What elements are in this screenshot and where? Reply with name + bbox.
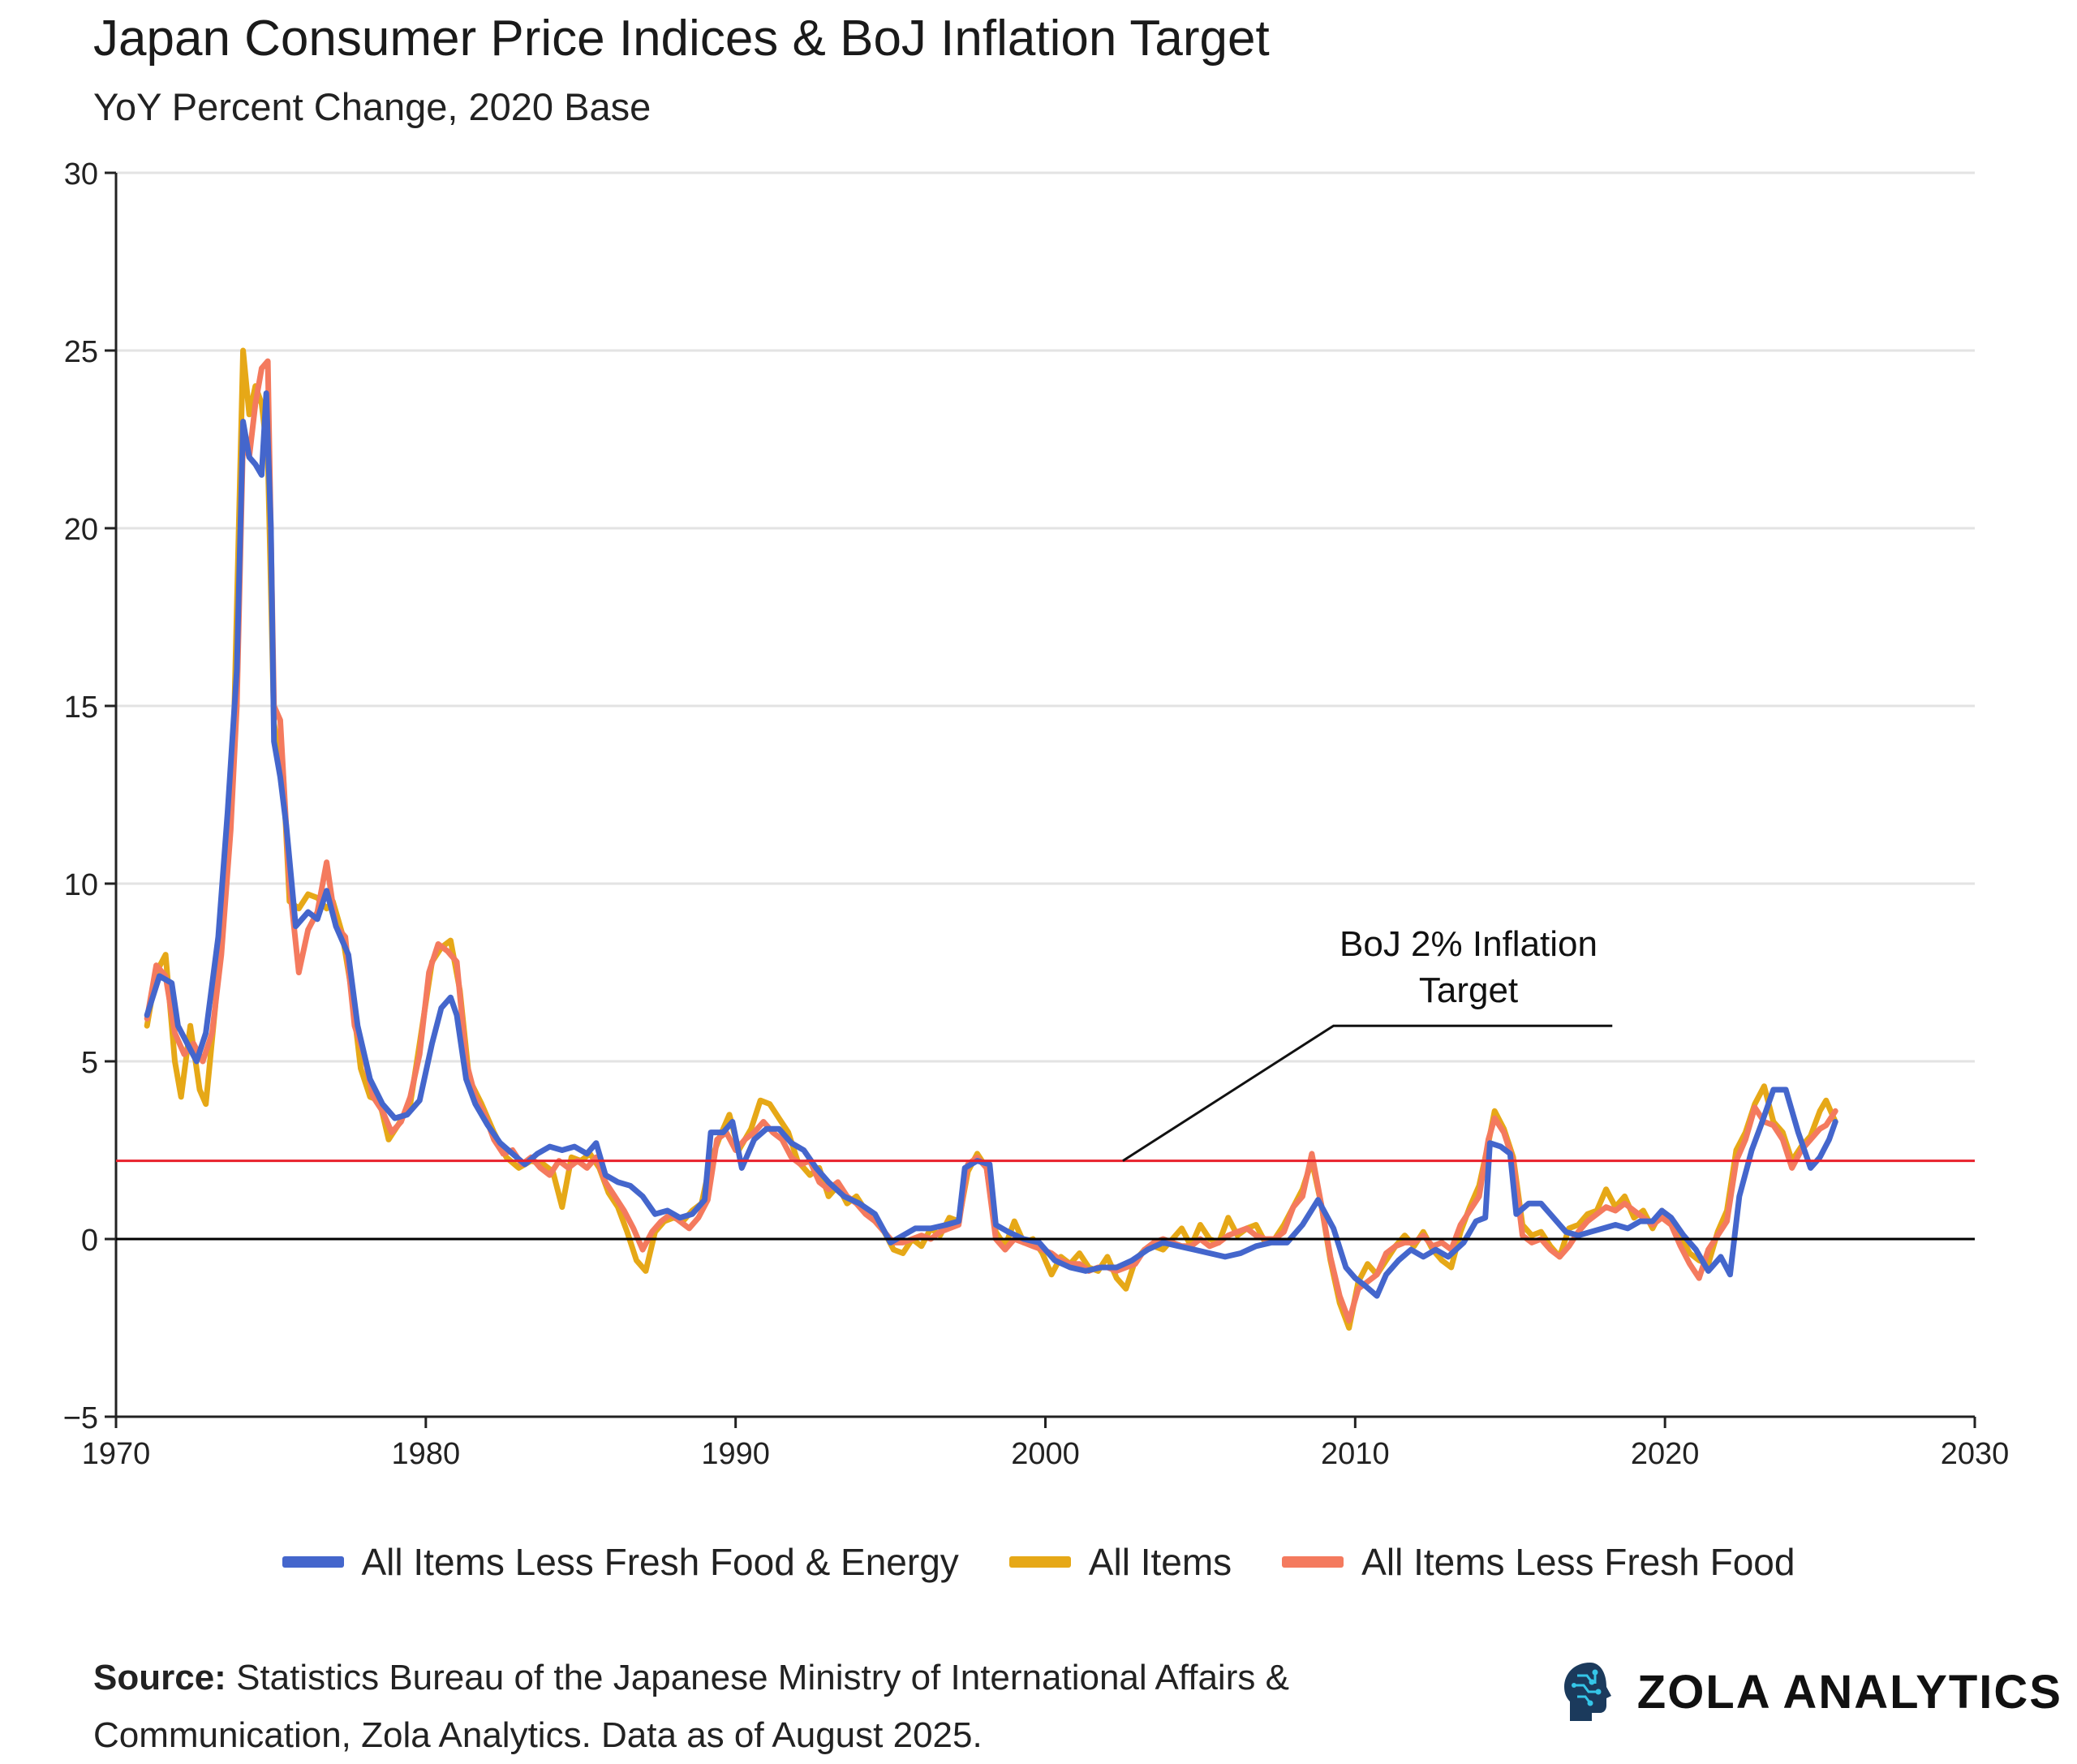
legend-label: All Items Less Fresh Food (1361, 1541, 1795, 1583)
legend-swatch-all-items (1008, 1556, 1071, 1568)
annotation-label: BoJ 2% Inflation Target (1340, 924, 1598, 1010)
axes: −5 0 5 10 15 20 25 30 1970 1980 1990 2000 2010 2020 20… (63, 157, 2010, 1471)
x-tick-label: 2030 (1941, 1437, 2010, 1471)
brand: ZOLA ANALYTICS (1559, 1659, 2062, 1724)
legend: All Items Less Fresh Food & Energy All I… (0, 1540, 2077, 1584)
annotation-leader (1122, 1024, 1613, 1162)
y-tick-label: 0 (81, 1224, 98, 1258)
y-tick-label: 30 (64, 157, 98, 191)
y-tick-label: 10 (64, 868, 98, 902)
y-tick-label: 25 (64, 335, 98, 369)
brand-name: ZOLA ANALYTICS (1636, 1665, 2062, 1719)
chart-subtitle: YoY Percent Change, 2020 Base (93, 85, 651, 128)
legend-swatch-less-fresh-food (1282, 1556, 1344, 1568)
source-text: Statistics Bureau of the Japanese Minist… (93, 1658, 1289, 1755)
source-note: Source: Statistics Bureau of the Japanes… (93, 1649, 1473, 1764)
y-tick-label: −5 (63, 1401, 98, 1435)
legend-item-less-fresh-food[interactable]: All Items Less Fresh Food (1282, 1540, 1795, 1584)
gridlines (116, 171, 1975, 1418)
series-group (144, 347, 1838, 1331)
y-tick-label: 5 (81, 1046, 98, 1080)
x-tick-label: 2010 (1321, 1437, 1390, 1471)
x-tick-label: 1980 (392, 1437, 461, 1471)
series-line-less-fresh-food-energy (144, 390, 1838, 1299)
line-chart: −5 0 5 10 15 20 25 30 1970 1980 1990 2000 2010 2020 20… (63, 157, 2010, 1471)
y-tick-label: 20 (64, 513, 98, 547)
x-tick-label: 2000 (1011, 1437, 1080, 1471)
reference-lines (116, 1160, 1975, 1241)
y-tick-label: 15 (64, 691, 98, 725)
chart-title: Japan Consumer Price Indices & BoJ Infla… (93, 11, 1270, 67)
x-tick-label: 2020 (1631, 1437, 1700, 1471)
legend-label: All Items Less Fresh Food & Energy (361, 1541, 959, 1583)
legend-item-less-fresh-food-energy[interactable]: All Items Less Fresh Food & Energy (282, 1540, 959, 1584)
x-tick-label: 1970 (82, 1437, 151, 1471)
head-circuit-icon (1563, 1663, 1611, 1721)
legend-label: All Items (1088, 1541, 1232, 1583)
legend-swatch-less-fresh-food-energy (282, 1556, 344, 1568)
annotation: BoJ 2% Inflation Target (1122, 924, 1613, 1162)
source-label: Source: (93, 1658, 226, 1697)
x-tick-label: 1990 (701, 1437, 770, 1471)
legend-item-all-items[interactable]: All Items (1008, 1540, 1232, 1584)
